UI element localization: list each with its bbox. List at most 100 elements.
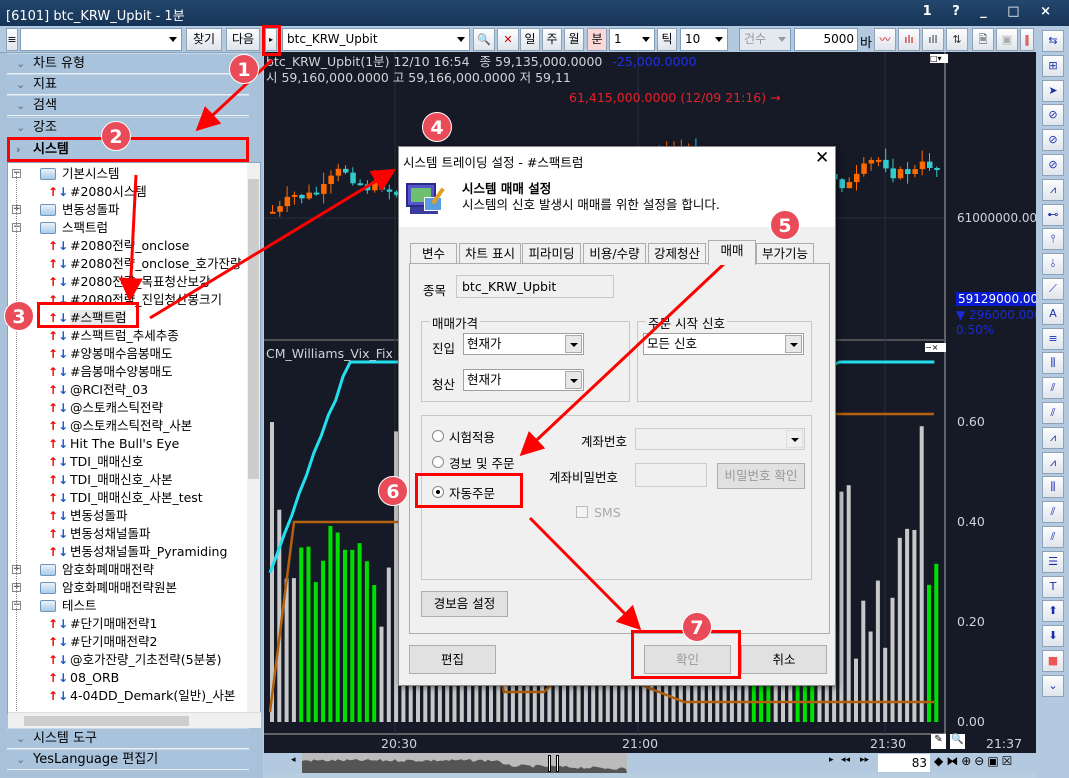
tree-folder[interactable]: + 암호화폐매매전략원본 <box>12 579 177 597</box>
tree-item[interactable]: ↑↓ #음봉매수양봉매도 <box>48 363 172 381</box>
tree-item[interactable]: ↑↓ #양봉매수음봉매도 <box>48 345 172 363</box>
tree-item[interactable]: ↑↓ #단기매매전략1 <box>48 615 157 633</box>
panel-toggle-icon[interactable]: ≡ <box>6 28 18 51</box>
symbol-combo[interactable]: btc_KRW_Upbit <box>282 28 470 51</box>
password-check-button[interactable]: 비밀번호 확인 <box>717 463 805 489</box>
tree-item[interactable]: ↑↓ #2080시스템 <box>48 183 147 201</box>
arrow-up-icon[interactable]: ⬆ <box>1042 600 1064 623</box>
scroll-right-icon[interactable]: ▸ <box>829 755 834 765</box>
entry-price-select[interactable]: 현재가 <box>463 333 584 355</box>
document-icon[interactable]: 🗎 <box>972 28 994 51</box>
period-day-button[interactable]: 일 <box>520 28 540 51</box>
tree-item[interactable]: ↑↓ @스토캐스틱전략_사본 <box>48 417 192 435</box>
grid-icon[interactable]: ☰ <box>1042 550 1064 573</box>
indicator-panel-controls[interactable]: −× <box>925 343 946 352</box>
tree-folder[interactable]: + 변동성돌파 <box>12 201 120 219</box>
fast-back-icon[interactable]: ◂◂ <box>841 755 851 765</box>
fib-fan-icon[interactable]: ⫽ <box>1042 377 1064 400</box>
tree-item[interactable]: ↑↓ 08_ORB <box>48 669 119 687</box>
sort-arrows-icon[interactable]: ⇅ <box>946 28 968 51</box>
tree-folder[interactable]: + 암호화폐매매전략 <box>12 561 154 579</box>
text-tool-icon[interactable]: A <box>1042 302 1064 325</box>
line-chart-icon[interactable]: 〰 <box>874 28 896 51</box>
search-remove-icon[interactable]: ✕ <box>497 28 519 51</box>
tree-folder[interactable]: − 기본시스템 <box>12 165 120 183</box>
cycle-icon[interactable]: ⊘ <box>1042 129 1064 152</box>
sms-checkbox[interactable] <box>576 506 588 518</box>
tree-item[interactable]: ↑↓ Hit The Bull's Eye <box>48 435 179 453</box>
zigzag-icon[interactable]: ⩘ <box>1042 451 1064 474</box>
period-month-button[interactable]: 월 <box>564 28 584 51</box>
sidebar-section-yeslanguage-editor[interactable]: ⌄ YesLanguage 편집기 <box>7 749 249 770</box>
tree-item[interactable]: ↑↓ #단기매매전략2 <box>48 633 157 651</box>
tree-item[interactable]: ↑↓ #2080전략_목표청산보강 <box>48 273 211 291</box>
scroller-handle-right[interactable] <box>556 755 559 772</box>
tree-item[interactable]: ↑↓ @RCI전략_03 <box>48 381 148 399</box>
alarm-sound-settings-button[interactable]: 경보음 설정 <box>421 591 508 617</box>
mode-alert-radio[interactable] <box>432 456 444 468</box>
period-value-combo[interactable]: 1 <box>609 28 655 51</box>
tree-item[interactable]: ↑↓ @호가잔량_기초전략(5분봉) <box>48 651 221 669</box>
text-icon[interactable]: T <box>1042 575 1064 598</box>
stop-icon[interactable]: ■ <box>1042 650 1064 672</box>
volume-bars-icon[interactable]: ıll <box>922 28 944 51</box>
candle-marker-icon[interactable]: ⫰ <box>1042 253 1064 276</box>
analysis-icon[interactable]: ⊘ <box>1042 154 1064 176</box>
vertical-line-icon[interactable]: ⫯ <box>1042 228 1064 251</box>
tree-item[interactable]: ↑↓ TDI_매매신호_사본 <box>48 471 172 489</box>
tab-trading[interactable]: 매매 <box>708 240 756 265</box>
sidebar-section-chart-type[interactable]: ⌄ 차트 유형 <box>7 53 249 74</box>
trend-icon[interactable]: ⩘ <box>1042 178 1064 201</box>
zoom-controls[interactable]: ◆⧓⊕⊖▣☒ <box>934 754 1016 768</box>
search-icon[interactable]: 🔍 <box>473 28 495 51</box>
tree-folder[interactable]: − 테스트 <box>12 597 97 615</box>
zoom-icon[interactable]: 🔍 <box>950 734 965 749</box>
tree-item[interactable]: ↑↓ 변동성채널돌파_Pyramiding <box>48 543 227 561</box>
tree-item[interactable]: ↑↓ 변동성돌파 <box>48 507 128 525</box>
account-select[interactable] <box>635 428 805 450</box>
search-combo[interactable] <box>20 28 182 51</box>
expand-arrow-button[interactable]: ▸ <box>265 28 277 51</box>
tree-item[interactable]: ↑↓ #스팩트럼 <box>48 309 127 327</box>
fast-forward-icon[interactable]: ▸▸ <box>860 755 870 765</box>
ok-button[interactable]: 확인 <box>644 645 731 674</box>
cancel-button[interactable]: 취소 <box>741 645 827 674</box>
tick-button[interactable]: 틱 <box>657 28 677 51</box>
exit-price-select[interactable]: 현재가 <box>463 369 584 391</box>
tree-item[interactable]: ↑↓ #2080전략_onclose <box>48 237 189 255</box>
print-icon[interactable]: ▣ <box>996 28 1018 51</box>
candle-icon[interactable]: ‖ <box>1020 28 1034 51</box>
sidebar-section-indicator[interactable]: ⌄ 지표 <box>7 74 249 95</box>
speed-line-icon[interactable]: ⫽ <box>1042 501 1064 524</box>
tree-item[interactable]: ↑↓ TDI_매매신호_사본_test <box>48 489 203 507</box>
visible-count-input[interactable]: 83 <box>878 754 930 772</box>
line-tool-icon[interactable]: ⟋ <box>1042 278 1064 300</box>
gann-icon[interactable]: ⫼ <box>1042 352 1064 375</box>
tree-item[interactable]: ↑↓ #2080전략_onclose_호가잔량 <box>48 255 242 273</box>
fibonacci-icon[interactable]: ≡ <box>1042 327 1064 350</box>
tree-item[interactable]: ↑↓ 변동성채널돌파 <box>48 525 151 543</box>
tab-chart-display[interactable]: 차트 표시 <box>459 243 521 264</box>
horizontal-line-icon[interactable]: ⊷ <box>1042 203 1064 226</box>
count-combo[interactable]: 건수 <box>739 28 791 51</box>
pencil-icon[interactable]: ✎ <box>931 734 946 749</box>
mode-auto-radio[interactable] <box>432 486 444 498</box>
cursor-icon[interactable]: ➤ <box>1042 79 1064 102</box>
parallel-icon[interactable]: ⫽ <box>1042 526 1064 548</box>
mode-test-radio[interactable] <box>432 430 444 442</box>
password-input[interactable] <box>635 463 707 487</box>
sidebar-section-system-tools[interactable]: ⌄ 시스템 도구 <box>7 728 249 749</box>
tree-vertical-scrollbar[interactable] <box>247 163 260 713</box>
more-icon[interactable]: ⌄ <box>1042 674 1064 697</box>
find-button[interactable]: 찾기 <box>186 28 222 51</box>
bar-signal-icon[interactable]: ılı <box>898 28 920 51</box>
tab-pyramiding[interactable]: 피라미딩 <box>522 243 581 264</box>
tree-folder[interactable]: − 스팩트럼 <box>12 219 108 237</box>
refresh-icon[interactable]: ⇆ <box>1042 30 1064 52</box>
split-icon[interactable]: ⊞ <box>1042 54 1064 77</box>
chart-overview-scroller[interactable] <box>302 753 627 773</box>
tab-cost-quantity[interactable]: 비용/수량 <box>583 243 646 264</box>
tab-forced-exit[interactable]: 강제청산 <box>648 243 706 264</box>
tick-value-combo[interactable]: 10 <box>680 28 728 51</box>
order-start-signal-select[interactable]: 모든 신호 <box>643 333 804 355</box>
